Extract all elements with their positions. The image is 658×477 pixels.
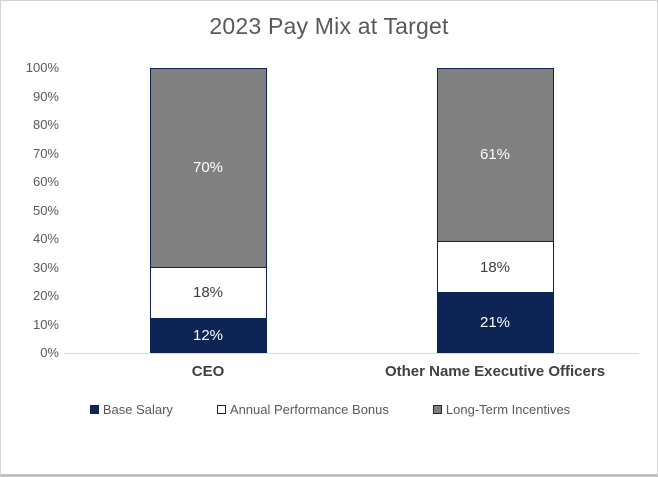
bar-segment-long-term-incentives: 70% bbox=[149, 68, 267, 268]
y-tick-label: 80% bbox=[32, 117, 59, 132]
bar-segment-annual-performance-bonus: 18% bbox=[436, 241, 554, 294]
y-tick-label: 10% bbox=[32, 316, 59, 332]
x-axis-baseline bbox=[64, 353, 639, 354]
legend-item-annual-performance-bonus: Annual Performance Bonus bbox=[216, 402, 389, 417]
y-tick-label: 50% bbox=[32, 202, 59, 218]
y-tick-label: 90% bbox=[32, 88, 59, 104]
bar-segment-base-salary: 21% bbox=[436, 293, 554, 353]
legend: Base Salary Annual Performance Bonus Long-… bbox=[1, 402, 657, 417]
chart-title: 2023 Pay Mix at Target bbox=[209, 13, 449, 39]
y-tick-label: 20% bbox=[32, 288, 59, 303]
y-tick-label: 40% bbox=[32, 231, 59, 246]
bar-ceo: 70% 18% 12% bbox=[149, 68, 267, 353]
legend-item-long-term-incentives: Long-Term Incentives bbox=[432, 402, 571, 417]
segment-value-label: 61% bbox=[479, 146, 511, 164]
bar-segment-base-salary: 12% bbox=[149, 318, 267, 353]
legend-swatch-icon bbox=[89, 405, 99, 414]
plot-area: 70% 18% 12% 61% 18% 21% bbox=[1, 68, 657, 353]
legend-item-base-salary: Base Salary bbox=[89, 402, 173, 417]
x-axis-label-ceo: CEO bbox=[191, 363, 225, 380]
segment-value-label: 12% bbox=[192, 326, 224, 344]
x-axis-labels: CEO Other Name Executive Officers bbox=[1, 363, 657, 383]
segment-value-label: 21% bbox=[479, 314, 511, 332]
y-tick-label: 60% bbox=[32, 174, 59, 189]
legend-label: Long-Term Incentives bbox=[445, 402, 571, 417]
bar-other-name-executive-officers: 61% 18% 21% bbox=[436, 68, 554, 353]
y-tick-label: 70% bbox=[32, 145, 59, 161]
segment-value-label: 18% bbox=[479, 258, 511, 276]
y-tick-label: 100% bbox=[25, 60, 59, 75]
legend-label: Base Salary bbox=[102, 402, 173, 417]
y-tick-label: 30% bbox=[32, 259, 59, 275]
legend-swatch-icon bbox=[432, 405, 442, 414]
legend-label: Annual Performance Bonus bbox=[229, 402, 389, 417]
segment-value-label: 70% bbox=[192, 159, 224, 177]
x-axis-label-other-name-executive-officers: Other Name Executive Officers bbox=[384, 363, 606, 380]
segment-value-label: 18% bbox=[192, 284, 224, 302]
y-tick-label: 0% bbox=[40, 345, 59, 360]
bar-segment-long-term-incentives: 61% bbox=[436, 68, 554, 242]
legend-swatch-icon bbox=[216, 405, 226, 414]
bar-segment-annual-performance-bonus: 18% bbox=[149, 267, 267, 319]
